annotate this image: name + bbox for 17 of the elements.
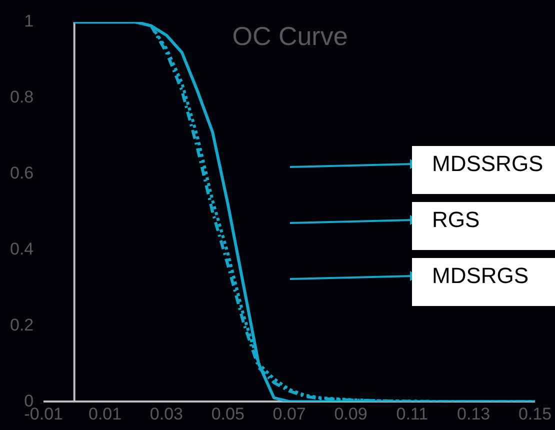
y-tick-label: 0.6 [10,164,34,183]
chart-title: OC Curve [232,21,348,52]
x-tick-label: 0.03 [150,404,184,424]
y-tick-label: 0.2 [10,315,34,334]
label-box: MDSSRGS [412,146,555,194]
label-box: MDSRGS [412,258,555,306]
x-tick-label: 0.05 [211,404,244,424]
x-tick-label: 0.07 [272,404,306,424]
x-tick-label: 0.13 [457,404,490,424]
label-box: RGS [412,202,555,250]
y-tick-label: 1 [24,12,34,31]
x-tick-label: 0.09 [334,404,368,424]
x-tick-label: 0.15 [518,404,552,424]
y-tick-label: 0.4 [10,239,34,258]
x-tick-label: 0.01 [88,404,122,424]
y-tick-label: 0.8 [10,88,34,107]
x-tick-label: 0.11 [396,404,428,424]
